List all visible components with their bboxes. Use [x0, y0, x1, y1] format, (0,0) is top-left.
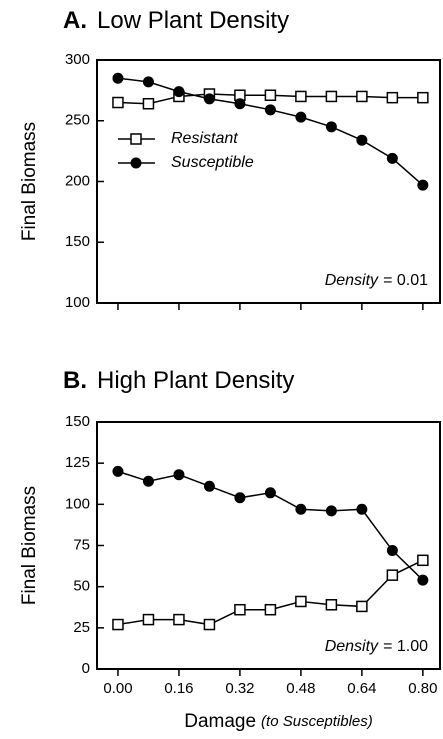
marker-circle: [325, 505, 337, 517]
y-tick-label: 0: [82, 660, 90, 677]
panel-letter: A.: [63, 7, 87, 34]
marker-circle: [203, 93, 215, 105]
marker-circle: [386, 152, 398, 164]
title-text: High Plant Density: [97, 367, 294, 394]
x-tick-label: 0.48: [286, 680, 315, 697]
y-axis-label: Final Biomass: [19, 122, 40, 241]
marker-circle: [295, 503, 307, 515]
y-tick-label: 200: [65, 172, 90, 189]
x-tick-label: 0.32: [225, 680, 254, 697]
marker-square: [264, 603, 277, 616]
y-tick-label: 150: [65, 233, 90, 250]
marker-square: [386, 91, 399, 104]
legend-label: Susceptible: [171, 154, 254, 171]
marker-square: [386, 569, 399, 581]
marker-circle: [417, 179, 429, 191]
y-tick-label: 50: [73, 578, 90, 595]
y-tick-label: 300: [65, 51, 90, 68]
legend-marker: [130, 133, 142, 145]
marker-square: [295, 90, 307, 103]
marker-circle: [417, 574, 429, 586]
annotation-text: = 1.00: [383, 638, 428, 655]
y-tick-label: 150: [65, 413, 90, 430]
annotation-text: = 0.01: [383, 272, 428, 289]
marker-square: [417, 91, 429, 104]
marker-circle: [112, 465, 124, 477]
marker-square: [295, 595, 307, 608]
marker-circle: [325, 121, 337, 133]
marker-square: [173, 613, 185, 626]
marker-circle: [112, 72, 124, 84]
y-tick-label: 75: [73, 536, 90, 553]
marker-circle: [173, 469, 185, 481]
legend-marker: [130, 157, 142, 169]
marker-circle: [386, 544, 398, 556]
y-tick-label: 100: [65, 294, 90, 311]
marker-circle: [234, 492, 246, 504]
marker-square: [142, 97, 155, 110]
marker-square: [264, 89, 277, 101]
y-tick-label: 100: [65, 495, 90, 512]
marker-circle: [356, 503, 368, 515]
x-axis-label: Damage (to Susceptibles): [184, 711, 373, 732]
annotation: Density = 0.01: [325, 272, 428, 289]
marker-square: [142, 613, 155, 626]
marker-circle: [142, 475, 154, 487]
x-tick-label: 0.16: [164, 680, 193, 697]
x-tick-label: 0.64: [347, 680, 376, 697]
x-tick-label: 0.80: [408, 680, 437, 697]
marker-square: [325, 90, 338, 103]
legend-label: Resistant: [171, 130, 238, 147]
y-tick-label: 25: [73, 619, 90, 636]
marker-circle: [234, 98, 246, 110]
y-tick-label: 250: [65, 112, 90, 129]
x-axis-label-main: Damage: [184, 711, 256, 732]
x-tick-label: 0.00: [103, 680, 132, 697]
marker-circle: [356, 134, 368, 146]
marker-square: [417, 554, 429, 567]
x-axis-label-note: (to Susceptibles): [261, 713, 373, 730]
marker-circle: [142, 76, 154, 88]
y-tick-label: 125: [65, 454, 90, 471]
marker-square: [203, 618, 216, 631]
title-text: Low Plant Density: [97, 7, 289, 34]
marker-square: [234, 603, 246, 616]
marker-circle: [264, 487, 276, 499]
marker-circle: [173, 86, 185, 98]
marker-circle: [203, 480, 215, 492]
marker-square: [112, 618, 124, 631]
annotation: Density = 1.00: [325, 638, 428, 655]
y-axis-label: Final Biomass: [19, 486, 40, 605]
panel-letter: B.: [63, 367, 87, 394]
panel-title: B. High Plant Density: [63, 367, 294, 394]
marker-square: [356, 90, 368, 103]
annotation-label: Density: [325, 638, 379, 655]
marker-circle: [264, 104, 276, 116]
marker-circle: [295, 111, 307, 123]
marker-square: [356, 600, 368, 613]
annotation-label: Density: [325, 272, 379, 289]
panel-title: A. Low Plant Density: [63, 7, 289, 34]
marker-square: [112, 96, 124, 109]
marker-square: [325, 599, 338, 611]
